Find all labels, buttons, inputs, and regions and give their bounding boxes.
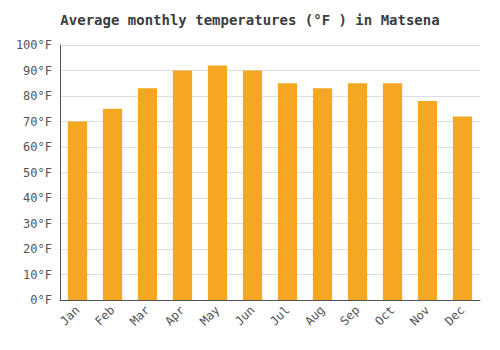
svg-text:10°F: 10°F <box>23 268 52 282</box>
svg-text:60°F: 60°F <box>23 140 52 154</box>
svg-text:Average monthly temperatures (: Average monthly temperatures (°F ) in Ma… <box>60 12 439 28</box>
svg-text:Apr: Apr <box>162 303 187 328</box>
svg-text:0°F: 0°F <box>30 293 52 307</box>
svg-text:80°F: 80°F <box>23 89 52 103</box>
svg-text:Feb: Feb <box>92 303 117 328</box>
svg-text:Mar: Mar <box>127 303 152 328</box>
svg-text:May: May <box>197 303 222 328</box>
svg-text:30°F: 30°F <box>23 217 52 231</box>
svg-text:Jun: Jun <box>232 303 257 328</box>
svg-text:40°F: 40°F <box>23 191 52 205</box>
svg-text:50°F: 50°F <box>23 166 52 180</box>
svg-text:Dec: Dec <box>442 303 467 328</box>
svg-text:Oct: Oct <box>372 303 397 328</box>
svg-text:90°F: 90°F <box>23 64 52 78</box>
svg-text:Jul: Jul <box>267 303 292 328</box>
svg-text:70°F: 70°F <box>23 115 52 129</box>
svg-text:Jan: Jan <box>57 303 82 328</box>
svg-text:20°F: 20°F <box>23 242 52 256</box>
svg-text:100°F: 100°F <box>16 38 52 52</box>
svg-text:Sep: Sep <box>337 303 362 328</box>
svg-text:Aug: Aug <box>302 303 327 328</box>
svg-text:Nov: Nov <box>407 303 432 328</box>
